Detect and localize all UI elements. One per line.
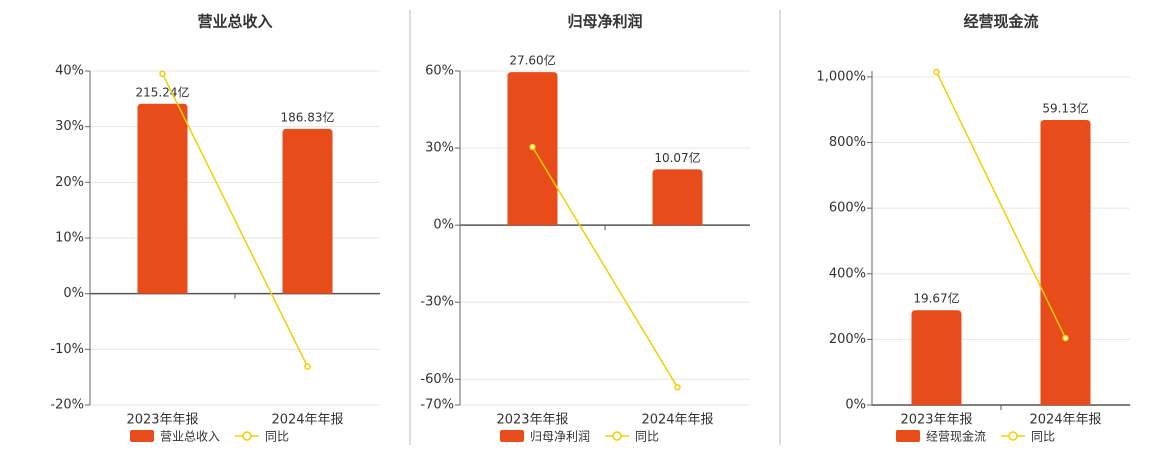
bar: [282, 128, 333, 294]
line: [935, 71, 1067, 339]
y-tick-label: 800%: [829, 135, 866, 150]
y-tick-label: -30%: [420, 295, 454, 310]
legend-swatch: [896, 430, 920, 442]
y-tick-label: 400%: [829, 266, 866, 281]
y-tick-label: 30%: [425, 141, 454, 156]
chart-title: 营业总收入: [197, 13, 272, 31]
line-point: [1062, 334, 1069, 342]
bar: [137, 103, 188, 294]
y-tick-label: 0%: [63, 286, 84, 301]
y-tick-label: -70%: [420, 398, 454, 413]
legend-label: 营业总收入: [160, 430, 220, 444]
value-label: 19.67亿: [913, 291, 959, 306]
line-point: [159, 70, 166, 78]
line: [161, 73, 309, 367]
y-tick-label: 1,000%: [816, 69, 866, 84]
y-tick-label: 10%: [55, 231, 84, 246]
line-point: [304, 363, 311, 370]
legend-label: 同比: [265, 430, 289, 444]
value-label: 59.13亿: [1042, 101, 1088, 116]
line-point: [933, 68, 940, 76]
value-label: 27.60亿: [509, 53, 555, 68]
legend-label: 归母净利润: [530, 430, 590, 444]
line-point: [529, 143, 536, 151]
legend-label: 同比: [1031, 430, 1055, 444]
x-tick-label: 2023年年报: [900, 413, 972, 428]
x-tick-label: 2024年年报: [271, 413, 343, 428]
line-point: [674, 384, 681, 391]
x-tick-label: 2023年年报: [496, 413, 568, 428]
x-tick-label: 2024年年报: [1029, 413, 1101, 428]
legend-swatch: [1008, 431, 1018, 441]
bar: [1040, 120, 1091, 405]
chart-title: 经营现金流: [963, 13, 1038, 31]
bar: [652, 169, 703, 226]
bar: [911, 310, 962, 405]
value-label: 215.24亿: [136, 84, 190, 99]
y-tick-label: -60%: [420, 372, 454, 387]
chart-title: 归母净利润: [567, 13, 642, 31]
y-tick-label: 30%: [55, 119, 84, 134]
y-tick-label: 0%: [433, 218, 454, 233]
legend-label: 同比: [635, 430, 659, 444]
legend-swatch: [130, 430, 154, 442]
y-tick-label: -20%: [50, 398, 84, 413]
y-tick-label: 200%: [829, 332, 866, 347]
y-tick-label: 40%: [55, 64, 84, 79]
legend-swatch: [242, 431, 252, 441]
x-tick-label: 2024年年报: [641, 413, 713, 428]
y-tick-label: -10%: [50, 342, 84, 357]
y-tick-label: 20%: [55, 175, 84, 190]
legend-label: 经营现金流: [926, 429, 986, 444]
y-tick-label: 0%: [845, 398, 866, 413]
value-label: 186.83亿: [281, 109, 335, 124]
legend-swatch: [500, 430, 524, 442]
y-tick-label: 60%: [425, 64, 454, 79]
legend-swatch: [612, 431, 622, 441]
line: [531, 146, 679, 388]
value-label: 10.07亿: [654, 150, 700, 165]
y-tick-label: 600%: [829, 201, 866, 216]
x-tick-label: 2023年年报: [126, 413, 198, 428]
